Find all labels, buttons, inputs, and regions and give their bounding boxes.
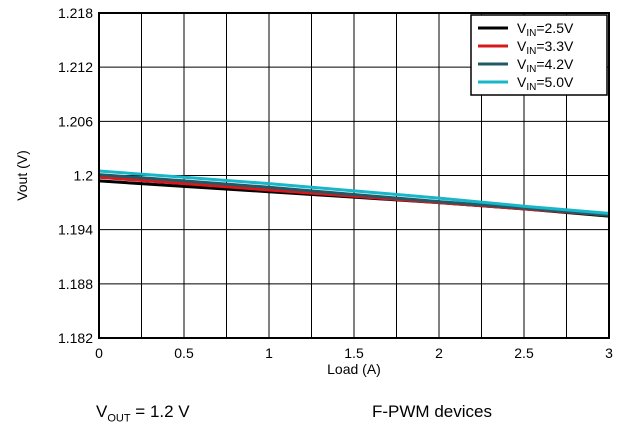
- x-tick-label: 0: [95, 345, 103, 361]
- vout-caption-value: = 1.2 V: [130, 402, 190, 421]
- legend-entry-label: VIN=2.5V: [517, 20, 574, 39]
- y-tick-label: 1.188: [58, 276, 93, 292]
- device-caption: F-PWM devices: [372, 402, 492, 421]
- y-tick-labels: 1.182 1.188 1.194 1.2 1.206 1.212 1.218: [58, 5, 93, 346]
- legend-entry-label: VIN=4.2V: [517, 56, 574, 75]
- y-tick-label: 1.218: [58, 5, 93, 21]
- x-tick-labels: 0 0.5 1 1.5 2 2.5 3: [95, 345, 613, 361]
- x-axis-label: Load (A): [327, 361, 381, 377]
- y-tick-label: 1.212: [58, 59, 93, 75]
- y-tick-label: 1.182: [58, 330, 93, 346]
- vout-caption: VOUT = 1.2 V: [96, 402, 190, 424]
- x-tick-label: 1: [265, 345, 273, 361]
- y-tick-label: 1.194: [58, 222, 93, 238]
- y-tick-label: 1.2: [74, 168, 94, 184]
- legend-entry-label: VIN=3.3V: [517, 38, 574, 57]
- x-tick-label: 3: [605, 345, 613, 361]
- vout-caption-main: V: [96, 402, 108, 421]
- x-tick-label: 0.5: [174, 345, 194, 361]
- series-line-4.2v: [98, 173, 610, 217]
- y-tick-label: 1.206: [58, 113, 93, 129]
- plot-frame: [98, 12, 610, 339]
- x-tick-label: 1.5: [344, 345, 364, 361]
- x-tick-label: 2.5: [514, 345, 534, 361]
- line-chart: 0 0.5 1 1.5 2 2.5 3 1.182 1.188 1.194 1.2 1.206 1.2…: [14, 5, 613, 377]
- legend-entry-label: VIN=5.0V: [517, 74, 574, 93]
- series-lines: [98, 169, 610, 218]
- y-axis-label: Vout (V): [14, 150, 30, 201]
- series-line-5.0v: [98, 169, 610, 215]
- vout-caption-sub: OUT: [107, 412, 131, 425]
- x-tick-label: 2: [435, 345, 443, 361]
